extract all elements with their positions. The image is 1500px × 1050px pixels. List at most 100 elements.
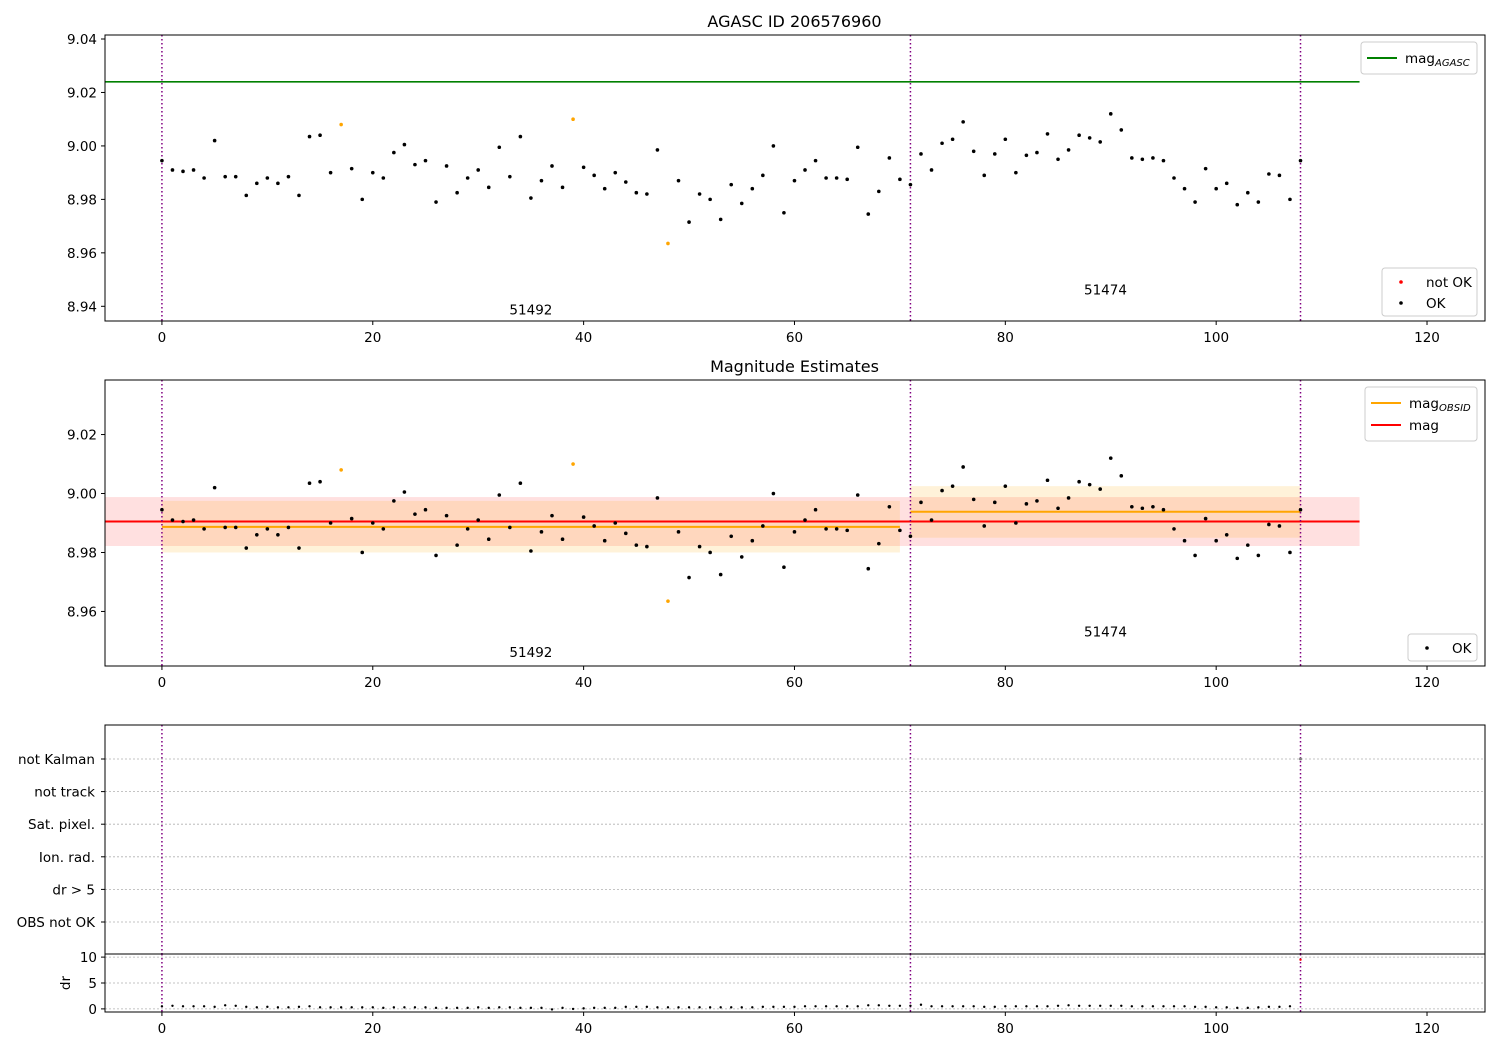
data-point xyxy=(772,1005,775,1009)
data-point xyxy=(676,530,681,534)
data-point xyxy=(191,168,196,172)
data-point xyxy=(349,166,354,171)
data-point xyxy=(824,527,828,531)
legend-label: mag xyxy=(1409,418,1439,434)
obsid-label: 51474 xyxy=(1084,282,1127,298)
data-point xyxy=(413,162,417,167)
y-tick-label: 5 xyxy=(88,976,97,992)
data-point xyxy=(286,174,291,179)
data-point xyxy=(635,1005,638,1009)
data-point xyxy=(1161,158,1166,163)
data-point xyxy=(1172,1005,1176,1008)
y-tick-label: 8.96 xyxy=(67,604,97,620)
data-point xyxy=(1288,197,1292,202)
y-axis-label: dr xyxy=(58,975,74,990)
data-point xyxy=(1056,157,1060,162)
data-point xyxy=(1014,1005,1018,1008)
data-point xyxy=(170,168,175,172)
data-point xyxy=(666,1006,670,1009)
data-point xyxy=(423,507,428,512)
x-tick-label: 120 xyxy=(1414,330,1440,346)
data-point xyxy=(486,537,491,542)
data-point xyxy=(223,1004,227,1007)
data-point xyxy=(803,168,807,172)
data-point xyxy=(992,500,997,505)
flag-row-label: not track xyxy=(34,785,95,801)
data-point xyxy=(160,1005,164,1008)
data-point xyxy=(898,177,902,182)
data-point xyxy=(444,164,449,168)
data-point xyxy=(297,193,301,198)
data-point xyxy=(1193,200,1197,204)
data-point xyxy=(508,1006,512,1009)
data-point xyxy=(424,1006,427,1009)
data-point xyxy=(202,527,206,531)
data-point xyxy=(286,525,291,530)
data-point xyxy=(265,527,270,531)
legend-point-swatch xyxy=(1425,646,1429,650)
data-point xyxy=(739,555,744,559)
data-point xyxy=(487,1006,490,1010)
data-point xyxy=(782,1005,786,1009)
data-point xyxy=(813,507,818,512)
data-point xyxy=(1109,1004,1112,1007)
data-point xyxy=(1235,556,1240,561)
data-point xyxy=(466,1006,469,1010)
data-point xyxy=(739,201,744,206)
data-point xyxy=(423,158,428,163)
x-tick-label: 60 xyxy=(786,330,803,346)
data-point xyxy=(486,185,491,190)
x-tick-label: 60 xyxy=(786,675,803,691)
data-point xyxy=(697,192,702,196)
y-tick-label: 8.96 xyxy=(67,246,97,262)
data-point xyxy=(1130,156,1134,160)
data-point xyxy=(866,566,871,571)
data-point xyxy=(687,220,691,224)
data-point xyxy=(656,1006,659,1009)
data-point xyxy=(867,1004,870,1007)
data-point xyxy=(402,490,407,494)
data-point xyxy=(898,528,902,533)
data-point xyxy=(370,521,375,525)
legend-label: OK xyxy=(1426,296,1447,312)
data-point xyxy=(477,1006,480,1009)
data-point xyxy=(266,1005,269,1009)
data-point xyxy=(655,496,660,500)
data-point xyxy=(349,516,354,521)
data-point xyxy=(971,149,976,154)
data-point xyxy=(223,174,227,179)
data-point xyxy=(1014,521,1018,525)
data-point xyxy=(950,137,955,142)
magnitude-estimates-panel: Magnitude Estimates 51492 51474 0 20 40 60 80 1… xyxy=(67,357,1486,691)
data-point xyxy=(771,491,776,496)
data-point xyxy=(328,521,333,525)
x-tick-label: 100 xyxy=(1203,675,1229,691)
data-point xyxy=(592,173,596,178)
data-point xyxy=(971,497,976,502)
data-point xyxy=(529,196,533,200)
data-point xyxy=(529,549,533,553)
data-point xyxy=(1288,550,1292,555)
data-point xyxy=(1120,1004,1123,1007)
data-point xyxy=(1077,1004,1081,1007)
data-point xyxy=(287,1006,290,1009)
x-tick-label: 40 xyxy=(575,675,592,691)
data-point xyxy=(1267,522,1271,527)
data-point xyxy=(244,193,249,198)
data-point xyxy=(856,1005,859,1008)
data-point xyxy=(445,1006,448,1010)
data-point xyxy=(561,1006,564,1010)
x-tick-label: 0 xyxy=(158,675,167,691)
y-tick-label: 9.02 xyxy=(67,85,97,101)
data-point xyxy=(1003,484,1008,488)
data-point xyxy=(982,524,987,528)
y-tick-label: 9.02 xyxy=(67,428,97,444)
data-point xyxy=(908,534,913,539)
data-point xyxy=(961,1005,965,1008)
data-point xyxy=(581,165,586,170)
data-point xyxy=(1203,166,1208,171)
chart-title: AGASC ID 206576960 xyxy=(707,12,881,31)
data-point xyxy=(202,1005,206,1008)
data-point xyxy=(1299,958,1302,961)
data-point xyxy=(234,1004,237,1007)
